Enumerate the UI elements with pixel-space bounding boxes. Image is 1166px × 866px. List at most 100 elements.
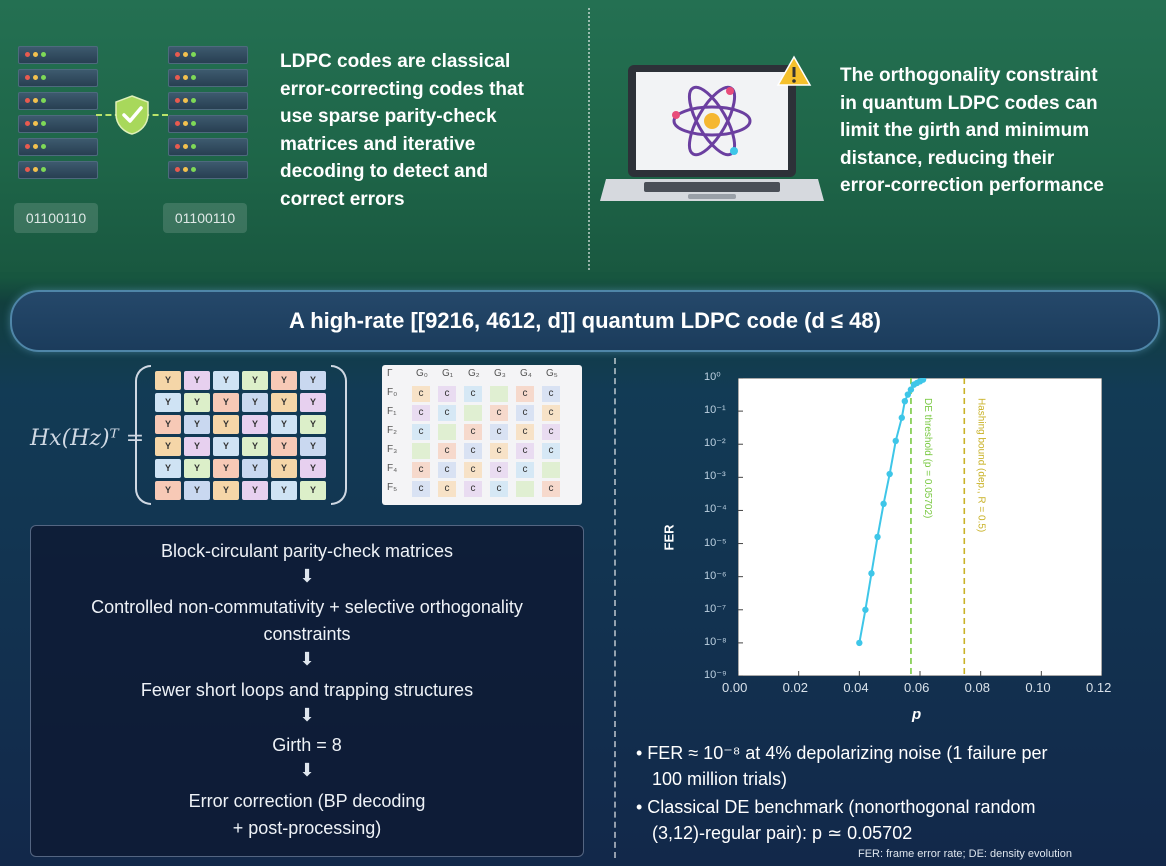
top-divider (588, 8, 590, 270)
matrix-cell: Y (242, 393, 268, 412)
y-tick-label: 10⁰ (704, 371, 721, 383)
table-cell: c (438, 462, 456, 478)
table-cell (438, 424, 456, 440)
flow-step: Block-circulant parity-check matrices (160, 541, 454, 561)
table-cell (490, 386, 508, 402)
table-cell: c (542, 481, 560, 497)
table-cell: c (490, 424, 508, 440)
table-cell: c (412, 462, 430, 478)
table-cell: c (412, 424, 430, 440)
matrix-cell: Y (184, 371, 210, 390)
flow-step: Error correction (BP decoding (188, 791, 426, 811)
ldpc-description: LDPC codes are classical error-correctin… (280, 48, 580, 213)
top-panel (0, 0, 1166, 272)
ldpc-line: matrices and iterative (280, 133, 476, 155)
title-banner: A high-rate [[9216, 4612, d]] quantum LD… (10, 290, 1160, 352)
matrix-cell: Y (300, 481, 326, 500)
data-point (856, 639, 863, 647)
row-label: F₂ (387, 425, 397, 436)
y-tick-label: 10⁻⁹ (704, 669, 727, 681)
ldpc-line: use sparse parity-check (280, 106, 497, 127)
table-cell (542, 462, 560, 478)
down-arrow-icon: ⬇ (299, 566, 315, 586)
data-point (886, 470, 893, 478)
x-tick-label: 0.08 (964, 680, 990, 695)
bits-label-right: 01100110 (163, 203, 247, 233)
table-cell (464, 405, 482, 421)
flow-step: constraints (263, 624, 351, 644)
constraint-line: limit the girth and minimum (840, 120, 1090, 141)
down-arrow-icon: ⬇ (299, 760, 315, 780)
bits-label-left: 01100110 (14, 203, 98, 233)
matrix-cell: Y (155, 393, 181, 412)
matrix-cell: Y (271, 459, 297, 478)
matrix-product-label: Hx(Hz)ᵀ = (30, 426, 145, 451)
matrix-cell: Y (271, 415, 297, 434)
left-bracket (135, 365, 151, 505)
y-tick-label: 10⁻⁷ (704, 602, 727, 615)
table-cell: c (438, 386, 456, 402)
matrix-cell: Y (300, 371, 326, 390)
data-point (874, 533, 881, 541)
y-tick-label: 10⁻² (704, 437, 726, 450)
data-point (892, 437, 899, 445)
constraint-line: error-correction performance (840, 175, 1104, 196)
ldpc-line: LDPC codes are classical (280, 51, 511, 72)
table-cell: c (464, 481, 482, 497)
data-point (907, 386, 915, 393)
y-tick-label: 10⁻⁴ (704, 503, 727, 516)
table-cell: c (438, 443, 456, 459)
warning-icon (776, 55, 812, 86)
constraint-line: The orthogonality constraint (840, 65, 1098, 86)
table-cell: c (542, 386, 560, 402)
down-arrow-icon: ⬇ (299, 705, 315, 725)
ldpc-line: correct errors (280, 188, 405, 210)
x-tick-label: 0.00 (722, 680, 748, 695)
matrix-cell: Y (271, 481, 297, 500)
constraint-line: in quantum LDPC codes can (840, 92, 1098, 114)
col-header: G₅ (546, 368, 558, 379)
matrix-cell: Y (242, 371, 268, 390)
atom-icon (672, 85, 752, 157)
ldpc-line: error-correcting codes that (280, 78, 524, 100)
col-header: G₁ (442, 368, 454, 379)
table-cell: c (438, 405, 456, 421)
flow-step: + post-processing) (232, 818, 382, 838)
data-point (919, 378, 927, 383)
matrix-cell: Y (155, 437, 181, 456)
data-point (901, 397, 909, 405)
matrix-cell: Y (213, 415, 239, 434)
de-bullet-line: (3,12)-regular pair): p ≃ 0.05702 (652, 823, 913, 843)
laptop-icon (600, 55, 824, 201)
matrix-cell: Y (155, 415, 181, 434)
matrix-cell: Y (213, 437, 239, 456)
right-bracket (331, 365, 347, 505)
col-header: G₄ (520, 368, 532, 379)
data-point (868, 570, 875, 577)
table-cell: c (542, 405, 560, 421)
col-header: G₃ (494, 368, 506, 379)
table-cell: c (438, 481, 456, 497)
footnote: FER: frame error rate; DE: density evolu… (858, 848, 1072, 860)
table-cell: c (490, 481, 508, 497)
table-cell: c (516, 462, 534, 478)
banner-title: A high-rate [[9216, 4612, d]] quantum LD… (289, 308, 881, 333)
data-point (880, 500, 887, 508)
matrix-cell: Y (184, 459, 210, 478)
y-tick-label: 10⁻⁶ (704, 569, 727, 582)
x-tick-label: 0.10 (1025, 680, 1051, 695)
constraint-description: The orthogonality constraint in quantum … (840, 62, 1160, 200)
table-cell (412, 443, 430, 459)
table-cell: c (412, 481, 430, 497)
row-label: F₄ (387, 463, 398, 474)
matrix-cell: Y (184, 393, 210, 412)
row-label: F₁ (387, 406, 397, 417)
col-header: G₀ (416, 368, 428, 379)
matrix-cell: Y (271, 437, 297, 456)
table-cell: c (490, 462, 508, 478)
fer-bullet-line: 100 million trials) (652, 769, 788, 789)
x-tick-label: 0.02 (782, 680, 808, 695)
